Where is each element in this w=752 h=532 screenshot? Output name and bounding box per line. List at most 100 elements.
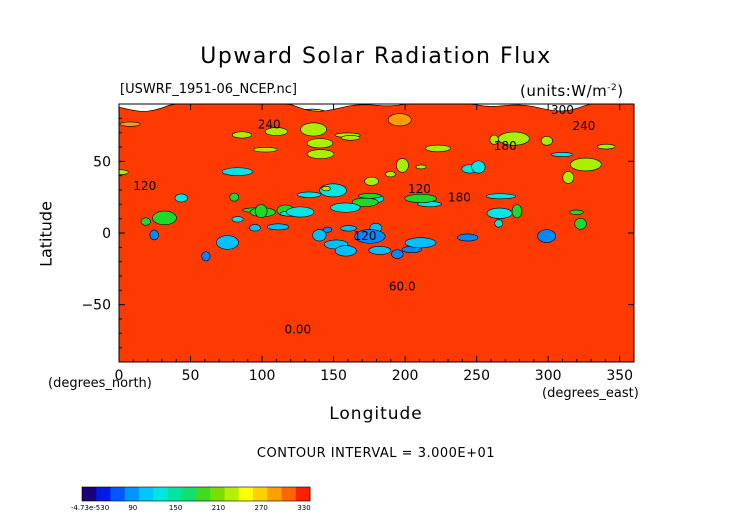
contour-cell-20 (562, 171, 575, 184)
colorbar-swatch-6 (167, 487, 183, 501)
contour-cell-57 (404, 237, 437, 249)
contour-cell-45 (537, 229, 556, 243)
y-tick-label-2: 50 (93, 154, 111, 170)
contour-cell-61 (300, 122, 327, 137)
contour-cell-64 (286, 206, 315, 218)
contour-cell-63 (569, 209, 584, 215)
colorbar-label-0: -4.73e-530 (71, 504, 109, 512)
units-exponent: -2 (607, 83, 618, 93)
contour-cell-16 (551, 152, 574, 157)
colorbar-swatch-14 (281, 487, 297, 501)
contour-cell-8 (511, 204, 523, 219)
contour-label-7: 120 (354, 229, 377, 243)
colorbar-swatch-15 (295, 487, 311, 501)
x-axis-units: (degrees_east) (542, 386, 639, 401)
contour-cell-23 (201, 251, 211, 262)
contour-label-6: 120 (133, 179, 156, 193)
x-tick-label-2: 100 (249, 368, 276, 384)
contour-cell-38 (306, 149, 335, 159)
colorbar-swatch-4 (139, 487, 154, 501)
x-tick-label-0: 0 (115, 368, 124, 384)
contour-cell-26 (231, 216, 244, 223)
contour-cell-50 (489, 134, 499, 145)
contour-cell-14 (249, 224, 261, 232)
x-tick-label-5: 250 (463, 368, 490, 384)
contour-cell-4 (354, 229, 386, 244)
colorbar-swatch-13 (267, 487, 282, 501)
contour-cell-36 (387, 113, 412, 127)
colorbar-label-2: 150 (169, 504, 182, 512)
contour-cell-66 (266, 223, 290, 231)
colorbar-swatch-7 (181, 487, 197, 501)
contour-label-5: 120 (408, 182, 431, 196)
contour-cell-32 (330, 202, 361, 213)
contour-cell-41 (456, 233, 479, 242)
x-axis-label: Longitude (329, 404, 423, 424)
x-tick-label-1: 50 (182, 368, 200, 384)
colorbar-swatch-10 (224, 487, 240, 501)
contour-label-3: 180 (494, 139, 517, 153)
contour-cell-24 (540, 136, 553, 146)
contour-label-4: 180 (448, 190, 471, 204)
contour-cell-19 (404, 193, 437, 204)
heatmap-layer (119, 104, 634, 362)
colorbar-swatch-3 (124, 487, 140, 501)
colorbar-swatch-8 (196, 487, 211, 501)
contour-cell-37 (334, 245, 357, 257)
contour-cell-34 (569, 157, 602, 172)
contour-cell-56 (425, 144, 451, 153)
contour-cell-44 (264, 127, 288, 136)
contour-cell-2 (253, 147, 278, 153)
contour-cell-67 (415, 164, 427, 170)
file-label: [USWRF_1951-06_NCEP.nc] (120, 82, 297, 97)
contour-cell-65 (391, 249, 404, 259)
colorbar-frame (81, 486, 311, 502)
colorbar-label-4: 270 (255, 504, 268, 512)
contour-cell-29 (486, 207, 513, 219)
contour-cell-47 (321, 185, 331, 192)
contour-cell-22 (471, 160, 486, 174)
contour-label-8: 60.0 (389, 279, 416, 293)
x-tick-label-7: 350 (606, 368, 633, 384)
contour-cell-68 (358, 193, 382, 199)
y-tick-label-1: 0 (102, 226, 111, 242)
contour-cell-55 (254, 204, 268, 219)
chart-title: Upward Solar Radiation Flux (200, 44, 552, 69)
colorbar-label-5: 330 (297, 504, 310, 512)
colorbar-swatch-5 (153, 487, 168, 501)
colorbar-swatch-9 (210, 487, 225, 501)
contour-cell-59 (306, 138, 334, 149)
contour-interval-label: CONTOUR INTERVAL = 3.000E+01 (256, 446, 496, 461)
contour-cell-5 (174, 193, 188, 203)
contour-cell-54 (216, 235, 239, 250)
contour-label-2: 240 (572, 119, 595, 133)
x-tick-label-3: 150 (320, 368, 347, 384)
contour-cell-6 (396, 158, 409, 173)
contour-cell-60 (385, 171, 396, 178)
contour-cell-53 (596, 143, 616, 150)
contour-cell-69 (152, 210, 177, 226)
contour-cell-42 (119, 121, 141, 127)
units-close: ) (617, 82, 624, 100)
units-label: (units:W/m-2) (520, 82, 624, 100)
contour-cell-11 (229, 192, 240, 202)
contour-cell-18 (494, 219, 504, 228)
contour-cell-1 (368, 246, 392, 255)
contour-cell-21 (574, 217, 587, 230)
colorbar-swatch-2 (110, 487, 126, 501)
contour-label-1: 240 (258, 117, 281, 131)
units-text: (units:W/m (520, 82, 608, 100)
contour-cell-62 (341, 135, 361, 141)
contour-cell-48 (485, 193, 517, 200)
contour-cell-40 (296, 191, 322, 198)
contour-cell-31 (149, 229, 159, 241)
y-axis-units: (degrees_north) (48, 376, 152, 391)
contour-label-0: 300 (551, 103, 574, 117)
colorbar-swatch-1 (96, 487, 111, 501)
contour-cell-52 (221, 167, 254, 176)
contour-cell-25 (140, 217, 151, 226)
contour-cell-7 (340, 225, 357, 232)
x-tick-label-6: 300 (535, 368, 562, 384)
contour-cell-0 (364, 176, 379, 186)
